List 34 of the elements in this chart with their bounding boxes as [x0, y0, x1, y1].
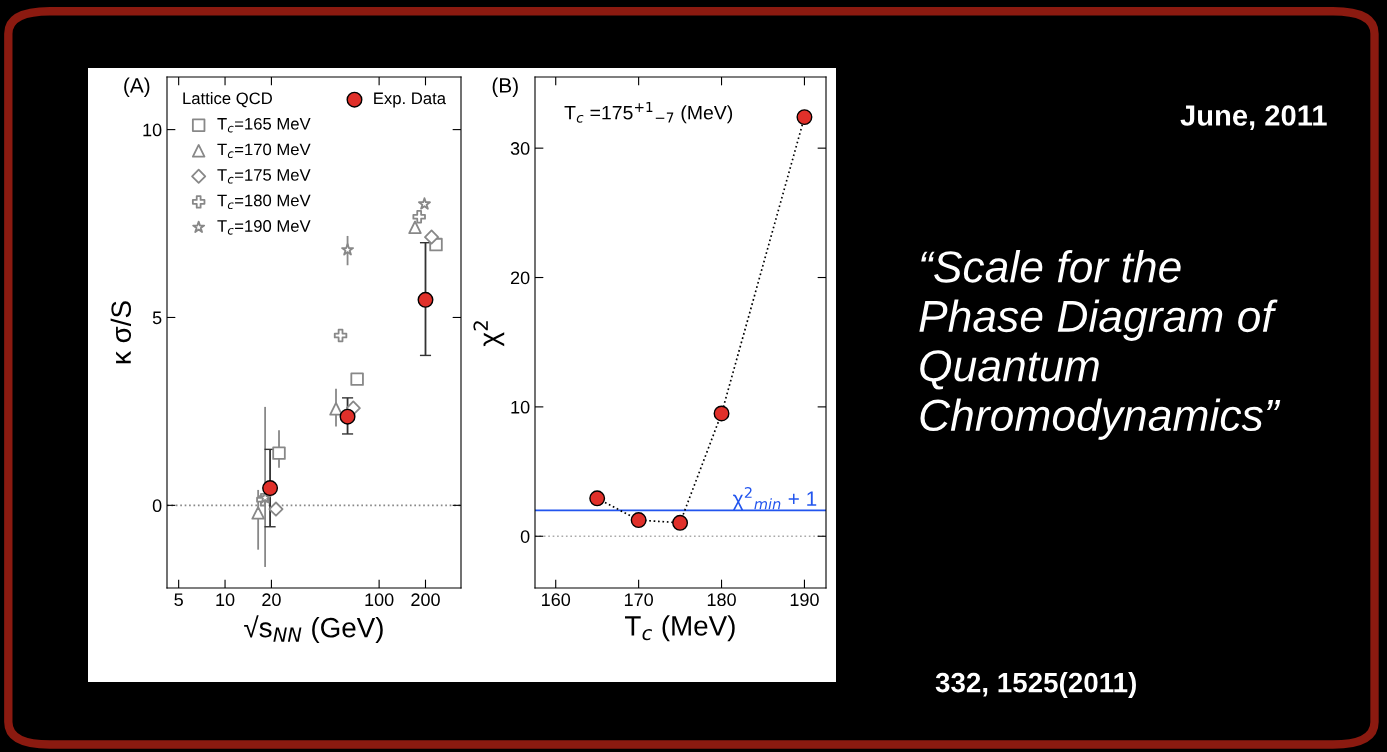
x-tick-label: 200 — [411, 593, 440, 607]
text: (B) — [492, 77, 518, 97]
x-tick-label: 190 — [790, 593, 819, 607]
text: 332, 1525(2011) — [935, 672, 1136, 698]
legend-title: Lattice QCD — [183, 92, 272, 108]
x-tick-label: 160 — [542, 593, 571, 607]
x-axis-title: T$_{c}$ (MeV) — [625, 615, 735, 642]
legend-label: T$_{c}$=170 MeV — [217, 143, 311, 159]
ref-line-label: χ$^{2}$$_{min}$ + 1 — [732, 487, 817, 511]
y-tick-label: 30 — [510, 142, 530, 155]
y-tick-label: 10 — [143, 123, 162, 137]
y-tick-label: 20 — [510, 271, 530, 285]
y-tick-label: 5 — [152, 311, 162, 325]
annotation: T$_{c}$ =175$^{+1}$$_{−7}$ (MeV) — [564, 101, 733, 124]
y-axis-title: κ σ/S — [110, 301, 132, 364]
y-tick-label: 0 — [152, 499, 162, 513]
x-tick-label: 180 — [707, 593, 736, 607]
x-tick-label: 5 — [174, 593, 183, 607]
x-tick-label: 10 — [216, 593, 235, 607]
legend-label: T$_{c}$=165 MeV — [217, 117, 311, 133]
y-tick-label: 0 — [520, 530, 530, 543]
text: “Scale for the Phase Diagram of Quantum Chromodynamics” — [919, 250, 1281, 440]
legend-label: T$_{c}$=180 MeV — [217, 194, 311, 210]
legend-label: Exp. Data — [374, 92, 446, 108]
text: (A) — [124, 77, 150, 97]
legend-label: T$_{c}$=175 MeV — [217, 169, 311, 184]
legend-label: T$_{c}$=190 MeV — [217, 220, 311, 235]
text: June, 2011 — [1180, 105, 1327, 131]
x-axis-title: √s$_{NN}$ (GeV) — [244, 615, 383, 643]
y-tick-label: 10 — [511, 400, 530, 414]
y-axis-title: χ$^{2}$ — [473, 321, 505, 347]
x-tick-label: 170 — [624, 593, 653, 607]
x-tick-label: 20 — [262, 593, 281, 607]
x-tick-label: 100 — [365, 593, 394, 607]
